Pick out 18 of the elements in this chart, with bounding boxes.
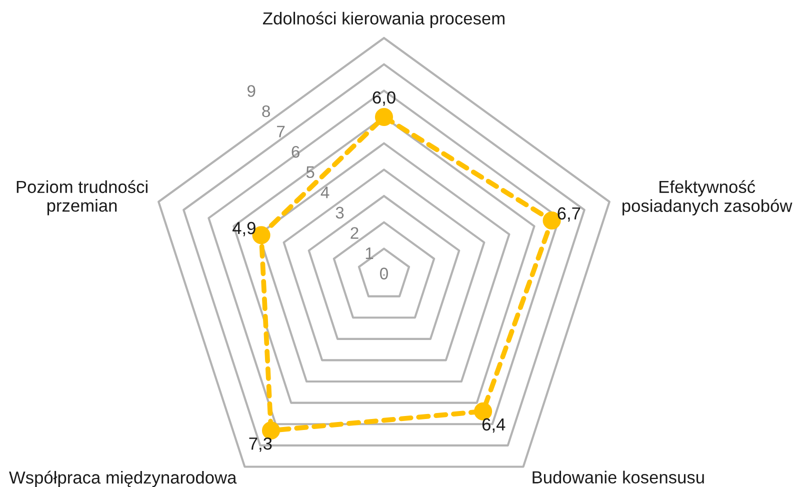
y-tick-label: 3 bbox=[336, 206, 344, 219]
y-tick-label: 8 bbox=[262, 105, 270, 118]
y-tick-label: 4 bbox=[320, 186, 330, 198]
spoke-label: Efektywność posiadanych zasobów bbox=[622, 180, 792, 216]
y-tick-label: 0 bbox=[380, 268, 388, 280]
data-label: 7,3 bbox=[249, 437, 272, 452]
y-tick-label: 1 bbox=[366, 248, 374, 260]
spoke-label: Poziom trudności przemian bbox=[16, 180, 148, 216]
data-label: 6,7 bbox=[558, 207, 580, 222]
y-tick-label: 7 bbox=[277, 126, 285, 138]
data-label: 4,9 bbox=[232, 222, 256, 236]
spoke-label: Zdolności kierowania procesem bbox=[262, 12, 504, 28]
y-tick-label: 2 bbox=[350, 227, 358, 239]
y-tick-label: 9 bbox=[247, 85, 256, 97]
spoke-label: Budowanie kosensusu bbox=[532, 470, 704, 484]
data-label: 6,4 bbox=[482, 418, 506, 433]
spoke-label: Współpraca międzynarodowa bbox=[9, 470, 237, 487]
data-label: 6,0 bbox=[372, 91, 396, 106]
